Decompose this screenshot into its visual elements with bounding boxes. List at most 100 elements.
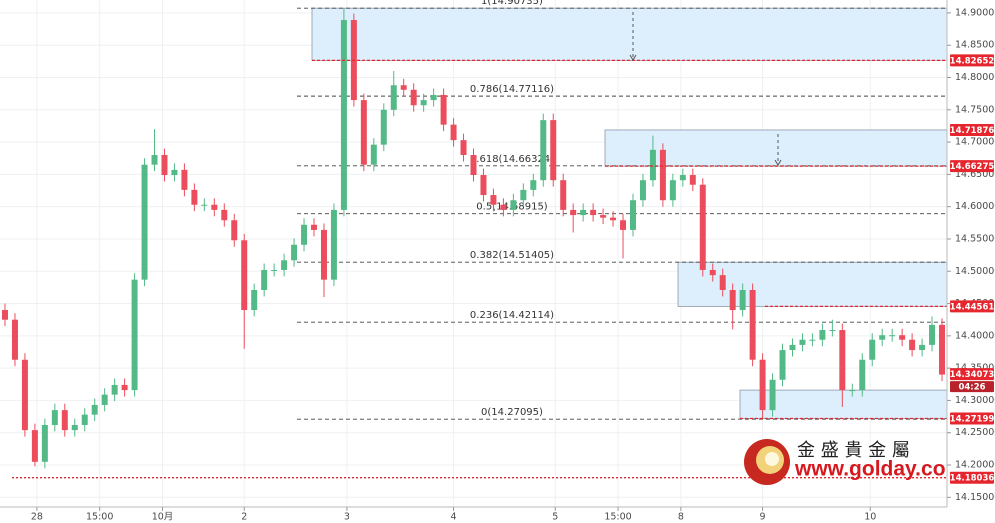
price-tag — [950, 54, 994, 67]
candle-body — [739, 289, 746, 311]
fib-label: 0.618(14.66324) — [470, 154, 554, 165]
candle-body — [330, 209, 337, 280]
fib-label: 0(14.27095) — [481, 407, 543, 418]
candle-body — [360, 100, 367, 165]
y-tick-label: 14.80000 — [955, 72, 995, 83]
candle-body — [231, 220, 238, 241]
x-tick-label: 15:00 — [86, 512, 113, 523]
candle-body — [71, 424, 78, 431]
candle-body — [799, 339, 806, 345]
x-tick-label: 2 — [241, 512, 247, 523]
candle-body — [500, 204, 507, 210]
countdown: 04:26 — [958, 383, 985, 393]
x-tick-label: 15:00 — [604, 512, 631, 523]
candle-body — [221, 209, 228, 221]
candle-body — [879, 335, 886, 340]
candle-body — [809, 339, 816, 341]
candle-body — [849, 390, 856, 392]
candle-body — [51, 410, 58, 425]
candle-body — [420, 100, 427, 106]
candle-body — [181, 169, 188, 190]
price-tag — [950, 123, 994, 136]
candle-body — [61, 410, 68, 431]
candle-body — [899, 335, 906, 340]
candle-body — [430, 94, 437, 101]
candle-body — [301, 224, 308, 245]
y-tick-label: 14.75000 — [955, 104, 995, 115]
candle-body — [241, 240, 248, 311]
watermark: 金 盛 貴 金 屬 www.golday.com — [744, 439, 964, 485]
candle-body — [580, 209, 587, 216]
candle-body — [380, 109, 387, 145]
candle-body — [570, 209, 577, 216]
candle-body — [759, 359, 766, 411]
candle-body — [480, 175, 487, 196]
candle-body — [869, 339, 876, 360]
zone — [677, 261, 948, 307]
candle-body — [749, 289, 756, 360]
candle-body — [21, 359, 28, 431]
y-tick-label: 14.90000 — [955, 7, 995, 18]
candle-body — [669, 180, 676, 201]
candle-body — [859, 359, 866, 391]
x-tick-label: 10月 — [152, 512, 174, 523]
price-tag — [950, 368, 994, 381]
fib-label: 0.786(14.77116) — [470, 84, 554, 95]
candle-body — [729, 289, 736, 311]
watermark-name: 金 盛 貴 金 屬 — [797, 440, 910, 461]
candle-body — [191, 189, 198, 205]
zone — [311, 7, 948, 61]
candle-body — [699, 184, 706, 270]
candle-body — [201, 204, 208, 206]
candle-body — [271, 269, 278, 271]
candle-body — [151, 155, 158, 165]
price-axis-bg — [947, 0, 995, 523]
price-tag-label: 14.71876 — [950, 126, 995, 136]
candle-body — [390, 85, 397, 110]
price-tag-label: 14.27199 — [950, 415, 995, 425]
candle-body — [630, 200, 636, 230]
candle-body — [520, 189, 527, 201]
candle-body — [610, 217, 617, 221]
price-tag-label: 14.82652 — [950, 56, 995, 66]
candle-body — [819, 330, 826, 340]
candle-body — [490, 195, 497, 205]
price-tag — [950, 412, 994, 425]
candle-body — [689, 175, 696, 185]
y-tick-label: 14.30000 — [955, 395, 995, 406]
candle-body — [719, 275, 726, 290]
candle-body — [659, 149, 666, 201]
candle-body — [450, 124, 457, 141]
price-tag — [950, 160, 994, 173]
candle-body — [839, 330, 846, 391]
y-tick-label: 14.25000 — [955, 427, 995, 438]
candle-body — [261, 269, 268, 290]
candle-body — [470, 155, 477, 176]
candle-body — [550, 120, 557, 181]
price-tag-label: 14.66275 — [950, 162, 995, 172]
candle-body — [590, 209, 597, 216]
candle-body — [161, 155, 168, 176]
price-tag — [950, 471, 994, 484]
candle-body — [600, 215, 607, 218]
candle-body — [530, 180, 537, 190]
candle-body — [510, 200, 517, 210]
candle-body — [789, 344, 796, 351]
x-tick-label: 8 — [678, 512, 684, 523]
y-tick-label: 14.20000 — [955, 460, 995, 471]
candle-body — [889, 335, 896, 337]
watermark-url: www.golday.com — [794, 458, 964, 481]
candle-body — [91, 404, 98, 415]
candle-body — [560, 180, 567, 210]
candle-body — [929, 324, 936, 345]
y-tick-label: 14.85000 — [955, 40, 995, 51]
x-tick-label: 9 — [760, 512, 766, 523]
x-tick-label: 5 — [552, 512, 558, 523]
candle-body — [919, 344, 926, 351]
candle-body — [649, 149, 656, 181]
candle-body — [1, 310, 8, 320]
candle-body — [939, 324, 946, 375]
candle-body — [779, 350, 786, 380]
